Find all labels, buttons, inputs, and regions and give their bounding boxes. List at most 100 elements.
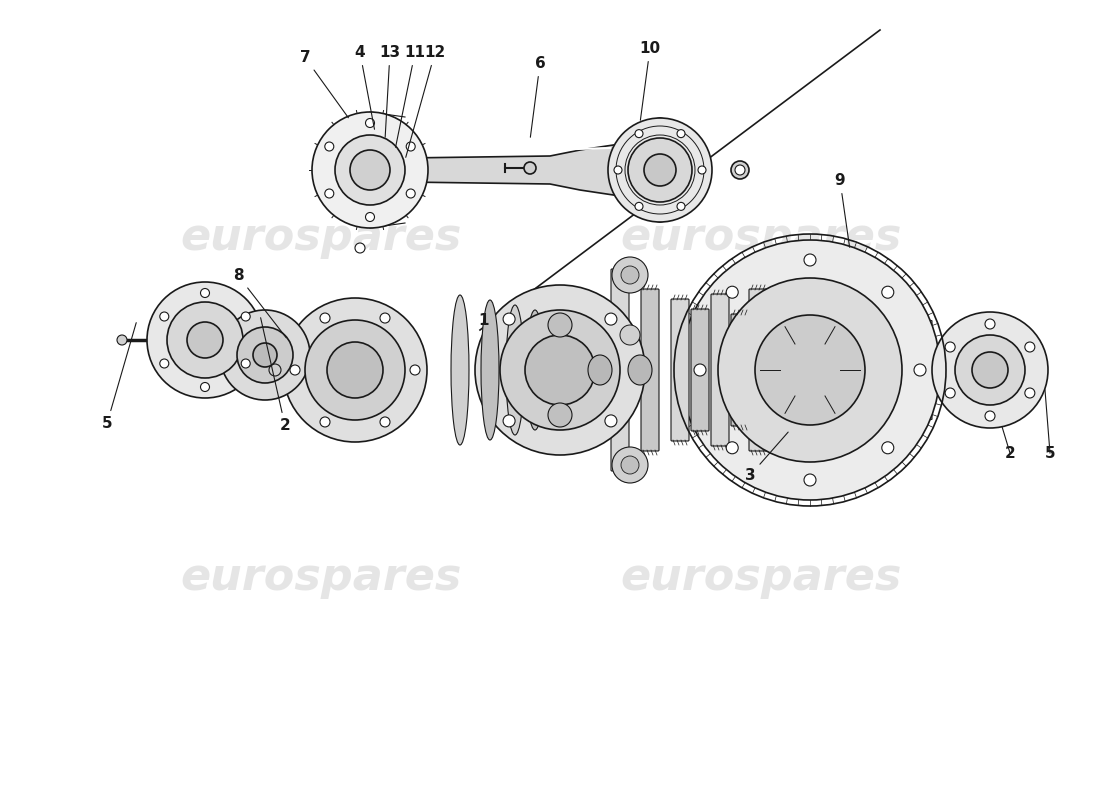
- Circle shape: [735, 165, 745, 175]
- Circle shape: [220, 310, 310, 400]
- Circle shape: [117, 335, 126, 345]
- Text: eurospares: eurospares: [180, 216, 461, 259]
- Circle shape: [718, 278, 902, 462]
- Text: 7: 7: [299, 50, 349, 118]
- Circle shape: [410, 365, 420, 375]
- Text: 6: 6: [530, 56, 546, 138]
- Text: 8: 8: [233, 268, 286, 338]
- Circle shape: [241, 359, 250, 368]
- Circle shape: [475, 285, 645, 455]
- Text: 2: 2: [261, 318, 290, 433]
- Ellipse shape: [645, 118, 675, 222]
- Circle shape: [305, 320, 405, 420]
- Circle shape: [548, 403, 572, 427]
- FancyBboxPatch shape: [749, 289, 767, 451]
- Circle shape: [945, 388, 955, 398]
- Circle shape: [320, 313, 330, 323]
- Circle shape: [955, 335, 1025, 405]
- Circle shape: [160, 359, 168, 368]
- Circle shape: [621, 456, 639, 474]
- Text: eurospares: eurospares: [620, 556, 901, 599]
- Text: 9: 9: [835, 173, 849, 247]
- Circle shape: [500, 310, 620, 430]
- Circle shape: [620, 325, 640, 345]
- Circle shape: [503, 313, 515, 325]
- Ellipse shape: [526, 310, 544, 430]
- Circle shape: [200, 382, 209, 391]
- Text: 11: 11: [396, 45, 426, 147]
- Circle shape: [804, 474, 816, 486]
- Circle shape: [350, 150, 390, 190]
- Circle shape: [676, 130, 685, 138]
- Circle shape: [1025, 342, 1035, 352]
- Circle shape: [524, 162, 536, 174]
- Circle shape: [694, 364, 706, 376]
- Circle shape: [355, 243, 365, 253]
- Circle shape: [147, 282, 263, 398]
- Circle shape: [972, 352, 1008, 388]
- Circle shape: [160, 312, 168, 321]
- Circle shape: [882, 442, 894, 454]
- Circle shape: [804, 254, 816, 266]
- Circle shape: [984, 411, 996, 421]
- Circle shape: [621, 266, 639, 284]
- FancyBboxPatch shape: [641, 289, 659, 451]
- Text: eurospares: eurospares: [180, 556, 461, 599]
- Circle shape: [200, 289, 209, 298]
- FancyBboxPatch shape: [610, 269, 629, 471]
- Circle shape: [503, 415, 515, 427]
- FancyBboxPatch shape: [732, 314, 749, 426]
- Circle shape: [167, 302, 243, 378]
- Circle shape: [320, 417, 330, 427]
- Circle shape: [726, 286, 738, 298]
- Text: 10: 10: [639, 41, 661, 120]
- Circle shape: [270, 364, 280, 376]
- Polygon shape: [902, 314, 932, 426]
- Circle shape: [324, 189, 333, 198]
- Ellipse shape: [506, 305, 524, 435]
- Text: 4: 4: [354, 45, 374, 130]
- FancyBboxPatch shape: [691, 309, 710, 431]
- Circle shape: [336, 135, 405, 205]
- Text: eurospares: eurospares: [620, 216, 901, 259]
- Circle shape: [635, 202, 643, 210]
- Circle shape: [882, 286, 894, 298]
- Circle shape: [379, 417, 390, 427]
- Circle shape: [327, 342, 383, 398]
- Polygon shape: [405, 144, 620, 196]
- Circle shape: [676, 202, 685, 210]
- Circle shape: [605, 415, 617, 427]
- Circle shape: [283, 298, 427, 442]
- Circle shape: [984, 319, 996, 329]
- Circle shape: [726, 442, 738, 454]
- Ellipse shape: [588, 355, 612, 385]
- Circle shape: [644, 154, 676, 186]
- Circle shape: [914, 364, 926, 376]
- Circle shape: [612, 447, 648, 483]
- Text: 13: 13: [379, 45, 400, 138]
- Circle shape: [324, 142, 333, 151]
- Circle shape: [236, 327, 293, 383]
- FancyBboxPatch shape: [711, 294, 729, 446]
- Circle shape: [406, 189, 415, 198]
- Text: 3: 3: [745, 432, 789, 483]
- Circle shape: [241, 312, 250, 321]
- Circle shape: [608, 118, 712, 222]
- Ellipse shape: [628, 355, 652, 385]
- Text: 2: 2: [1004, 446, 1015, 461]
- Circle shape: [945, 342, 955, 352]
- Circle shape: [732, 161, 749, 179]
- FancyBboxPatch shape: [671, 299, 689, 441]
- Circle shape: [548, 313, 572, 337]
- Circle shape: [612, 257, 648, 293]
- Circle shape: [312, 112, 428, 228]
- Text: 5: 5: [1045, 446, 1055, 461]
- Circle shape: [605, 313, 617, 325]
- Circle shape: [253, 343, 277, 367]
- Circle shape: [680, 240, 940, 500]
- Circle shape: [932, 312, 1048, 428]
- Circle shape: [379, 313, 390, 323]
- Circle shape: [365, 118, 374, 127]
- Circle shape: [187, 322, 223, 358]
- Ellipse shape: [451, 295, 469, 445]
